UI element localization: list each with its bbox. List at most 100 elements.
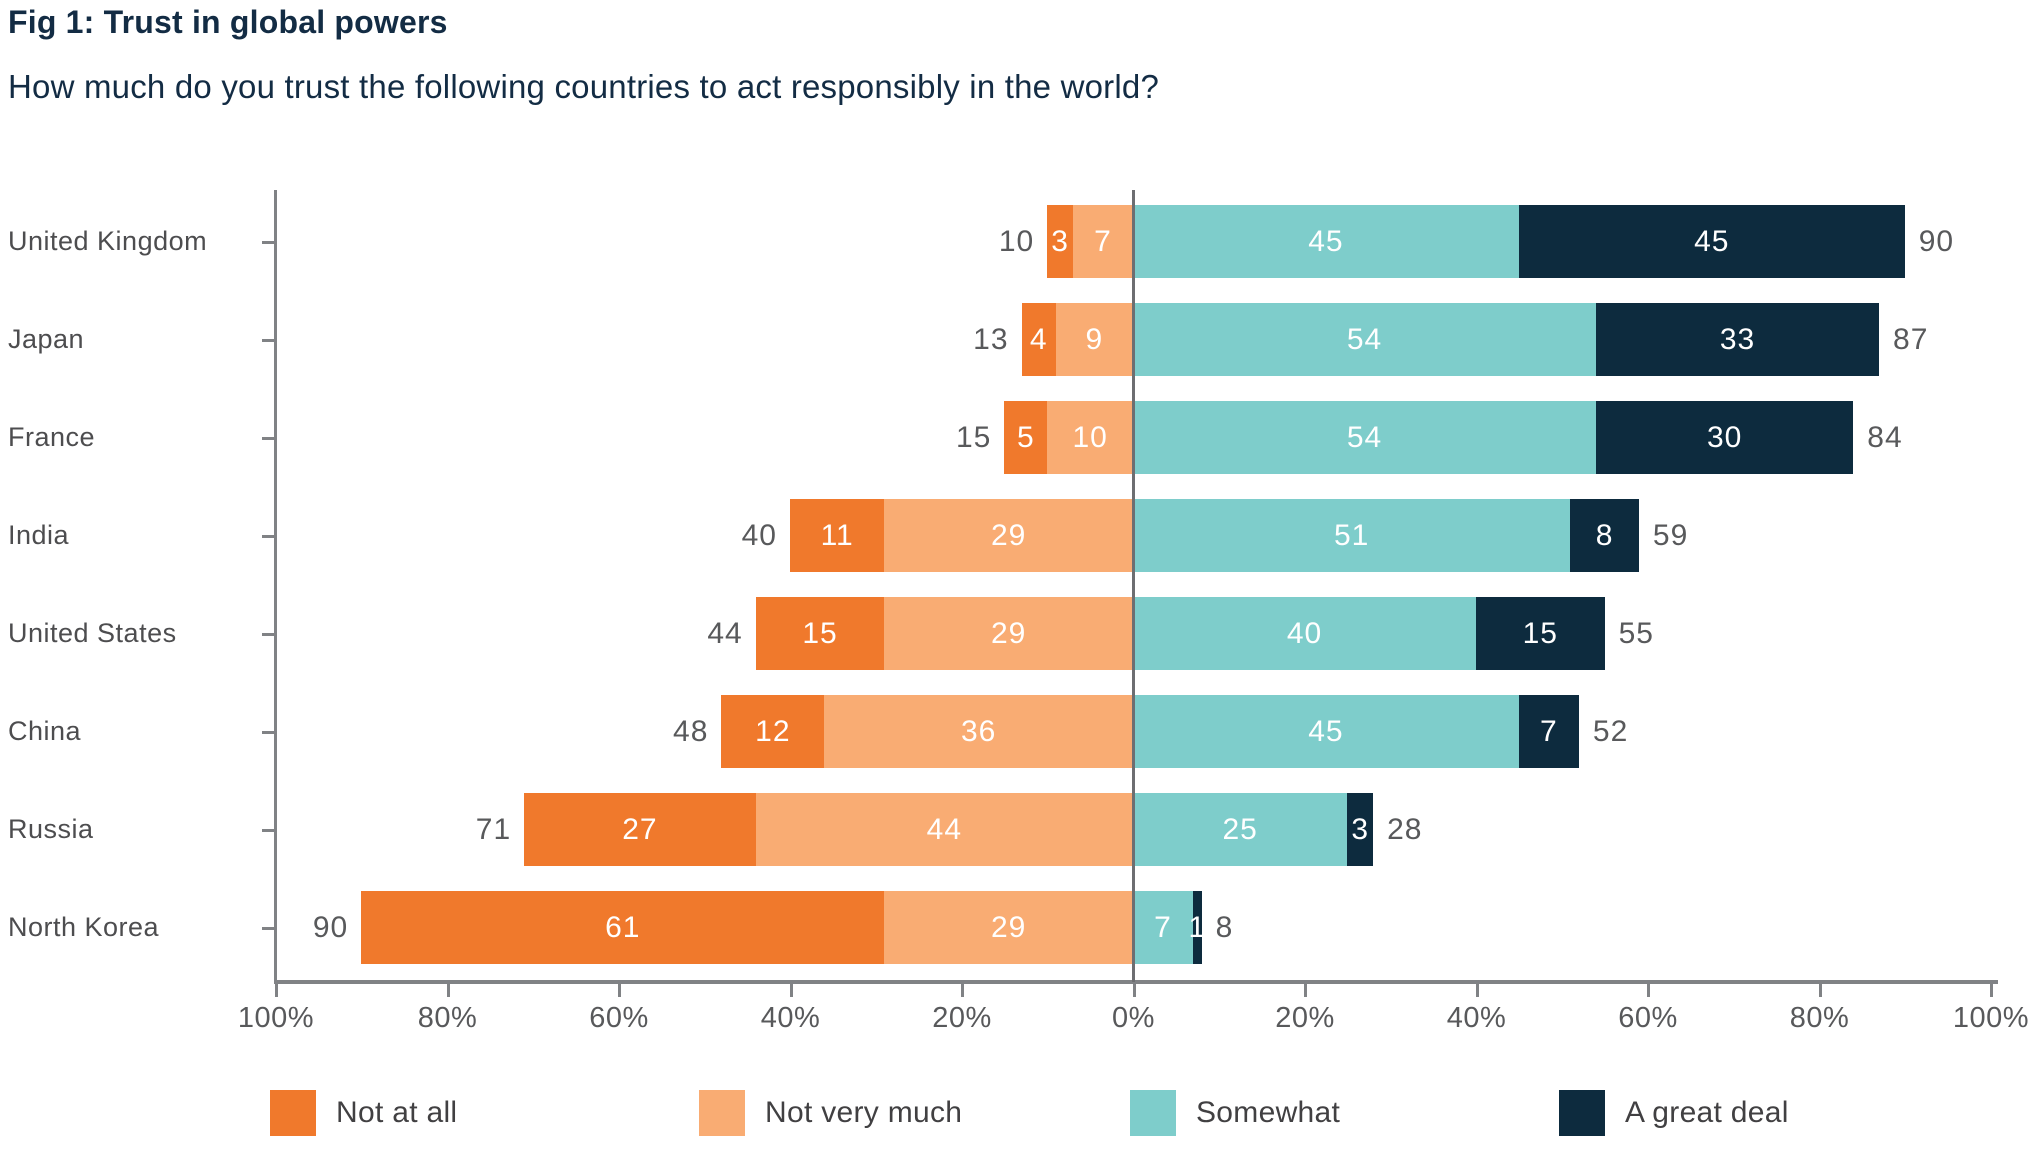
bar-segment-not-very-much: 29 (884, 499, 1133, 572)
legend-item-a-great-deal: A great deal (1559, 1090, 1789, 1136)
right-total-label: 8 (1215, 910, 1234, 944)
segment-value-label: 45 (1694, 224, 1730, 258)
segment-value-label: 15 (802, 616, 838, 650)
right-total-label: 52 (1592, 714, 1629, 748)
bar-segment-not-very-much: 9 (1055, 303, 1133, 376)
legend-swatch-not-at-all (270, 1090, 316, 1136)
segment-value-label: 15 (1522, 616, 1558, 650)
x-axis-tick (1647, 984, 1650, 997)
y-axis-tick (262, 926, 276, 930)
bar-segment-a-great-deal: 33 (1596, 303, 1880, 376)
x-axis-tick (618, 984, 621, 997)
right-total-label: 59 (1652, 518, 1689, 552)
segment-value-label: 12 (755, 714, 791, 748)
x-axis-tick-label: 80% (417, 1002, 478, 1034)
segment-value-label: 5 (1016, 420, 1035, 454)
zero-baseline (1132, 190, 1135, 982)
segment-value-label: 27 (622, 812, 658, 846)
x-axis-tick (1818, 984, 1822, 997)
x-axis-tick-label: 100% (237, 1002, 315, 1034)
country-label-india: India (8, 519, 70, 550)
segment-value-label: 51 (1333, 518, 1370, 552)
bar-segment-not-at-all: 5 (1004, 401, 1048, 474)
left-total-label: 40 (741, 518, 777, 552)
bar-segment-not-very-much: 44 (755, 793, 1133, 866)
x-axis-tick (1475, 984, 1479, 997)
segment-value-label: 7 (1154, 910, 1172, 944)
segment-value-label: 61 (605, 910, 641, 944)
segment-value-label: 29 (990, 910, 1027, 944)
legend-swatch-somewhat (1130, 1090, 1176, 1136)
segment-value-label: 7 (1094, 224, 1112, 258)
country-label-united-kingdom: United Kingdom (8, 225, 208, 256)
segment-value-label: 7 (1540, 714, 1558, 748)
segment-value-label: 4 (1029, 322, 1048, 356)
bar-segment-not-very-much: 29 (884, 891, 1133, 964)
segment-value-label: 11 (820, 518, 854, 552)
x-axis-tick-label: 60% (1618, 1002, 1678, 1034)
bar-segment-somewhat: 25 (1133, 793, 1348, 866)
country-label-france: France (8, 421, 96, 452)
x-axis-tick-label: 40% (760, 1002, 821, 1034)
x-axis-tick-label: 40% (1446, 1002, 1507, 1034)
bar-segment-not-very-much: 29 (884, 597, 1133, 670)
bar-segment-not-at-all: 27 (524, 793, 756, 866)
question-subtitle: How much do you trust the following coun… (8, 68, 1160, 105)
bar-segment-not-at-all: 12 (721, 695, 825, 768)
x-axis-tick (446, 984, 450, 997)
legend-item-not-very-much: Not very much (699, 1090, 962, 1136)
right-total-label: 55 (1618, 616, 1654, 650)
bar-segment-a-great-deal: 7 (1518, 695, 1579, 768)
right-total-label: 28 (1387, 812, 1423, 846)
bar-segment-a-great-deal: 3 (1347, 793, 1374, 866)
y-axis-tick (262, 828, 276, 832)
y-axis-tick (262, 436, 276, 440)
left-total-label: 44 (707, 616, 743, 650)
x-axis-tick-label: 0% (1112, 1002, 1155, 1034)
left-total-label: 13 (973, 322, 1009, 356)
x-axis-tick-label: 20% (932, 1002, 992, 1034)
bar-segment-not-at-all: 3 (1047, 205, 1073, 278)
bar-segment-not-at-all: 15 (755, 597, 885, 670)
bar-segment-somewhat: 51 (1133, 499, 1571, 572)
y-axis-tick (262, 534, 276, 538)
segment-value-label: 54 (1346, 420, 1383, 454)
bar-segment-somewhat: 40 (1133, 597, 1476, 670)
x-axis-tick (961, 984, 964, 997)
country-label-japan: Japan (8, 323, 85, 354)
bar-segment-a-great-deal: 45 (1518, 205, 1905, 278)
left-total-label: 10 (998, 224, 1035, 258)
legend-swatch-not-very-much (699, 1090, 745, 1136)
x-axis-line (274, 980, 1998, 984)
bar-segment-somewhat: 45 (1133, 695, 1519, 768)
x-axis-tick (275, 984, 278, 997)
x-axis-tick-label: 60% (589, 1002, 649, 1034)
x-axis-tick (1304, 984, 1307, 997)
bar-segment-a-great-deal: 8 (1570, 499, 1639, 572)
segment-value-label: 1 (1188, 910, 1207, 944)
bar-segment-not-very-much: 10 (1047, 401, 1133, 474)
bar-segment-somewhat: 7 (1133, 891, 1194, 964)
y-axis-tick (262, 338, 276, 342)
bar-segment-not-very-much: 36 (824, 695, 1133, 768)
bar-segment-a-great-deal: 15 (1476, 597, 1605, 670)
legend-swatch-a-great-deal (1559, 1090, 1605, 1136)
figure-title: Fig 1: Trust in global powers (8, 4, 448, 40)
legend-item-somewhat: Somewhat (1130, 1090, 1340, 1136)
country-label-united-states: United States (8, 617, 177, 648)
country-label-russia: Russia (8, 813, 94, 844)
bar-segment-a-great-deal: 30 (1596, 401, 1854, 474)
segment-value-label: 29 (990, 616, 1027, 650)
x-axis-tick-label: 20% (1275, 1002, 1335, 1034)
bar-segment-somewhat: 54 (1133, 303, 1597, 376)
right-total-label: 87 (1893, 322, 1929, 356)
x-axis-tick (789, 984, 793, 997)
right-total-label: 84 (1867, 420, 1903, 454)
country-label-china: China (8, 715, 82, 746)
left-total-label: 90 (312, 910, 349, 944)
segment-value-label: 9 (1085, 322, 1104, 356)
country-label-north-korea: North Korea (8, 911, 160, 942)
left-total-label: 71 (475, 812, 512, 846)
